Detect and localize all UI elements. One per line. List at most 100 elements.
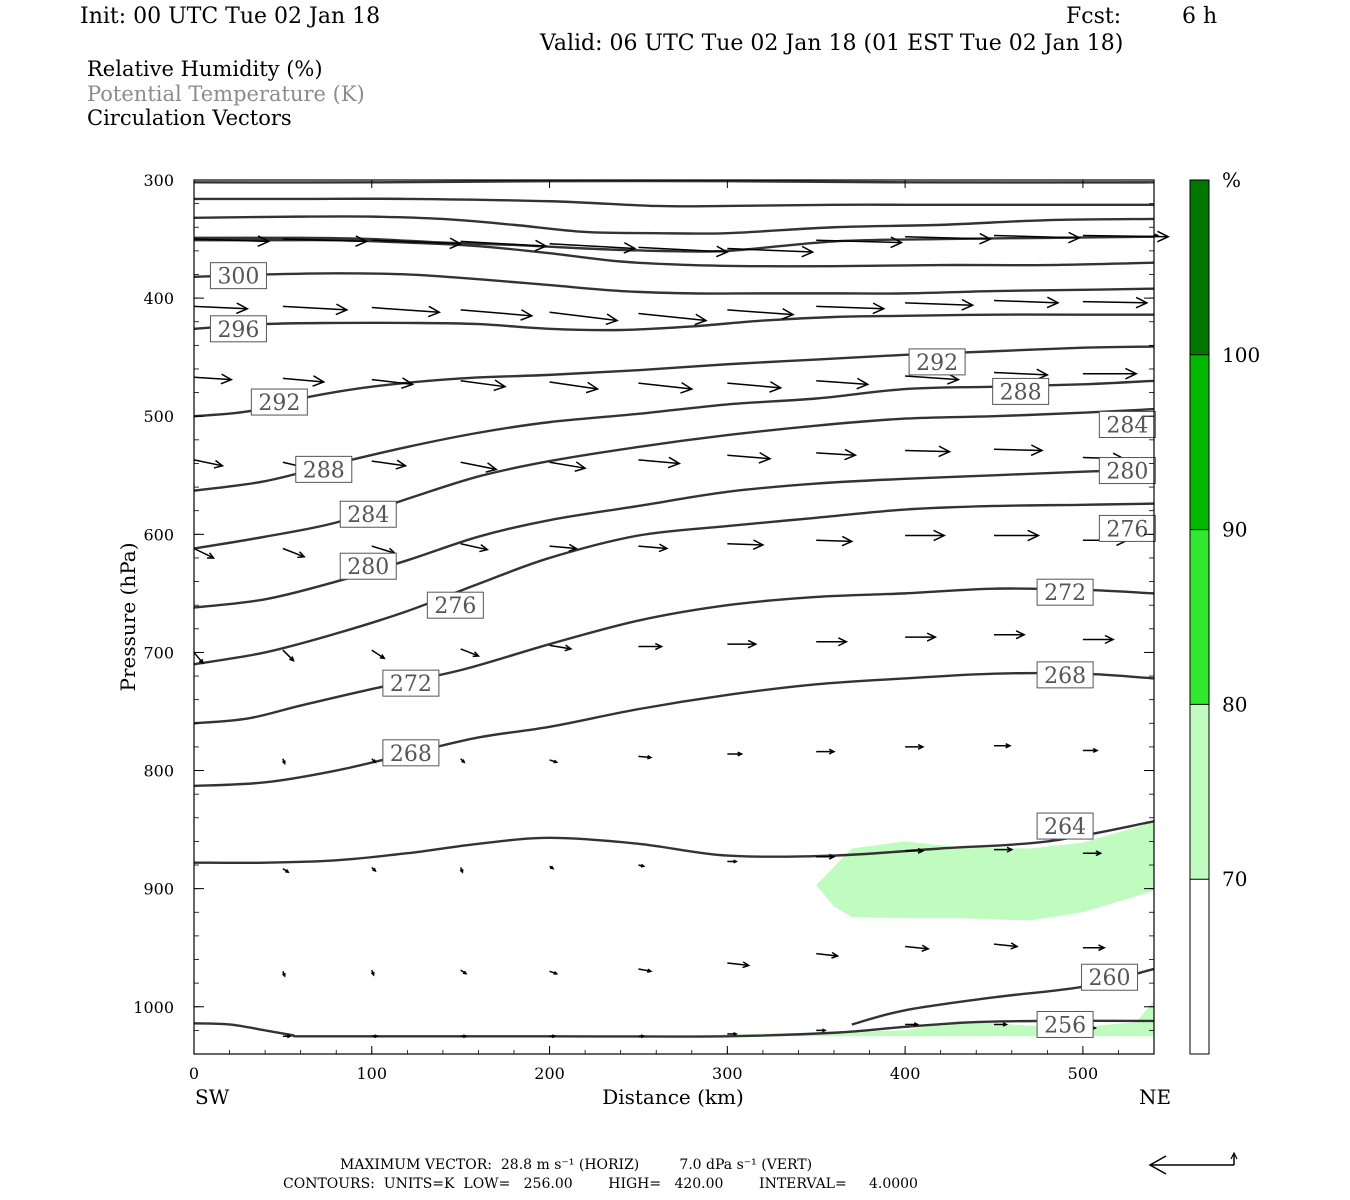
y-tick-label: 500 (143, 407, 174, 426)
axis-layer: 0 100 200 300 400 500 300 400 500 600 700 800 900 100… (133, 171, 1155, 1083)
circulation-vector (460, 461, 498, 473)
contour-label-layer: 2562602642682682722722762762802802842842… (209, 262, 1156, 1038)
circulation-vector (371, 1034, 379, 1039)
circulation-vector (460, 758, 466, 764)
circulation-vector (549, 311, 619, 326)
circulation-vector (371, 305, 442, 318)
contour-label-292: 292 (258, 391, 300, 416)
contour-label-280: 280 (1106, 460, 1148, 485)
x-right-endpoint-label: NE (1139, 1085, 1171, 1109)
contour-label-260: 260 (1089, 966, 1131, 991)
circulation-vector (638, 642, 664, 651)
contour-label-292: 292 (916, 351, 958, 376)
rh-colorbar: 70 80 90 100 (1189, 179, 1260, 1055)
circulation-vector (281, 758, 286, 766)
theta-contour-280 (193, 468, 1155, 609)
circulation-vector (905, 743, 925, 750)
theta-contour-304 (194, 238, 1155, 268)
legend-rh: Relative Humidity (%) (87, 57, 323, 81)
circulation-vector (638, 968, 653, 974)
contour-label-box (382, 669, 440, 697)
circulation-vector (727, 245, 815, 258)
rh-region-0 (816, 821, 1154, 921)
contour-label-box (992, 377, 1050, 405)
circulation-vector (905, 1022, 920, 1027)
circulation-vector (282, 303, 349, 316)
circulation-vector (816, 377, 870, 390)
max-vector-line: MAXIMUM VECTOR: 28.8 m s⁻¹ (HORIZ) 7.0 d… (340, 1157, 813, 1173)
circulation-vector (1082, 747, 1099, 753)
contour-label-268: 268 (1044, 664, 1086, 689)
contour-label-box (1098, 514, 1156, 542)
circulation-vector (460, 309, 534, 321)
circulation-vector (993, 231, 1082, 244)
circulation-vector (549, 865, 555, 870)
y-tick-label: 900 (143, 880, 174, 899)
valid-time: Valid: 06 UTC Tue 02 Jan 18 (01 EST Tue … (540, 31, 1124, 56)
circulation-vector (638, 382, 694, 394)
circulation-vector (549, 242, 637, 254)
contour-label-box (250, 388, 308, 416)
theta-contour-272 (193, 587, 1155, 725)
circulation-vector (727, 751, 744, 757)
circulation-vector (549, 461, 587, 472)
contour-label-box (295, 455, 353, 483)
circulation-vector (1082, 367, 1138, 380)
circulation-vector (994, 846, 1014, 853)
circulation-vector (370, 969, 375, 977)
contour-label-256: 256 (1044, 1013, 1086, 1038)
colorbar-level-label: 100 (1222, 343, 1260, 367)
circulation-vector (905, 445, 952, 458)
circulation-vector (549, 543, 578, 553)
circulation-vector (905, 232, 993, 245)
circulation-vector (816, 448, 858, 461)
contour-label-288: 288 (303, 458, 345, 483)
contour-label-box (209, 315, 267, 343)
circulation-vector (816, 236, 904, 249)
circulation-vector (549, 644, 573, 652)
circulation-vector (816, 1028, 827, 1033)
colorbar-level-label: 80 (1222, 692, 1247, 716)
contour-label-288: 288 (1000, 380, 1042, 405)
circulation-vector (193, 373, 234, 385)
theta-contour-284 (193, 407, 1155, 550)
x-left-endpoint-label: SW (195, 1085, 230, 1109)
contour-label-box (339, 500, 397, 528)
rh-region-1 (656, 1000, 1154, 1037)
circulation-vector (816, 535, 854, 547)
circulation-vector (1082, 634, 1115, 645)
colorbar-level-label: 70 (1222, 867, 1247, 891)
circulation-vector (460, 1034, 468, 1039)
circulation-vector (460, 239, 548, 252)
circulation-vector (549, 759, 559, 764)
circulation-vector (460, 543, 490, 553)
contour-label-box (1036, 812, 1094, 840)
x-tick-label: 100 (357, 1064, 388, 1083)
contour-label-272: 272 (1044, 581, 1086, 606)
contour-label-276: 276 (434, 594, 476, 619)
circulation-vector (371, 758, 377, 764)
x-tick-label: 400 (890, 1064, 921, 1083)
circulation-vector (727, 859, 738, 864)
contour-label-box (1036, 661, 1094, 689)
circulation-vector (816, 748, 836, 755)
contour-label-box (209, 262, 267, 290)
colorbar-segment (1190, 529, 1209, 705)
fcst-label: Fcst: (1066, 4, 1122, 29)
circulation-vector (638, 245, 730, 258)
theta-contour-256 (193, 1019, 1155, 1038)
contour-label-box (382, 739, 440, 767)
theta-contour-312 (193, 215, 1155, 235)
circulation-vector (994, 742, 1012, 749)
theta-contour-296 (193, 313, 1154, 332)
circulation-vector (993, 444, 1044, 457)
circulation-vector (905, 298, 975, 311)
x-tick-label: 200 (534, 1064, 565, 1083)
circulation-vector (905, 529, 946, 542)
theta-contour-264 (193, 820, 1155, 865)
circulation-vector (193, 651, 204, 665)
circulation-vector (727, 961, 751, 969)
circulation-vector (638, 456, 682, 469)
init-time: Init: 00 UTC Tue 02 Jan 18 (80, 4, 381, 29)
circulation-vector (638, 1034, 646, 1039)
